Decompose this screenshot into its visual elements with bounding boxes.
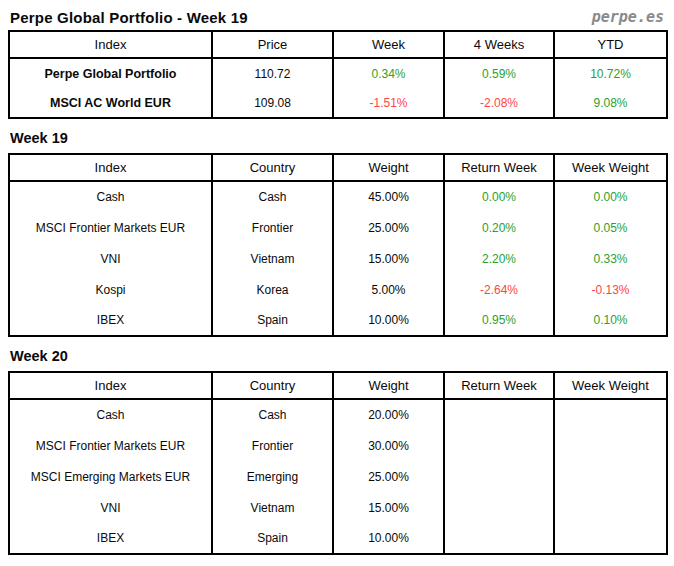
cell-week-weight — [554, 492, 667, 523]
cell-weight: 20.00% — [333, 399, 444, 430]
cell-return-week — [444, 461, 554, 492]
table-row: Kospi Korea 5.00% -2.64% -0.13% — [9, 274, 667, 305]
cell-price: 110.72 — [212, 58, 333, 88]
week20-header-week-weight: Week Weight — [554, 372, 667, 399]
cell-country: Korea — [212, 274, 333, 305]
table-row: IBEX Spain 10.00% 0.95% 0.10% — [9, 305, 667, 336]
summary-header-ytd: YTD — [554, 31, 667, 58]
cell-country: Spain — [212, 523, 333, 554]
cell-index: VNI — [9, 492, 212, 523]
cell-weight: 15.00% — [333, 492, 444, 523]
cell-week-weight: 0.33% — [554, 243, 667, 274]
table-row: Cash Cash 20.00% — [9, 399, 667, 430]
table-row: IBEX Spain 10.00% — [9, 523, 667, 554]
summary-header-index: Index — [9, 31, 212, 58]
cell-weight: 45.00% — [333, 181, 444, 212]
cell-week-weight: 0.05% — [554, 212, 667, 243]
summary-header-4weeks: 4 Weeks — [444, 31, 554, 58]
cell-price: 109.08 — [212, 88, 333, 118]
cell-country: Cash — [212, 399, 333, 430]
page-header: Perpe Global Portfolio - Week 19 perpe.e… — [8, 5, 666, 26]
report-page: Perpe Global Portfolio - Week 19 perpe.e… — [0, 0, 674, 555]
cell-index: MSCI Frontier Markets EUR — [9, 212, 212, 243]
week20-allocation-table: Index Country Weight Return Week Week We… — [8, 371, 668, 555]
week19-header-weight: Weight — [333, 154, 444, 181]
cell-index: Perpe Global Portfolio — [9, 58, 212, 88]
cell-return-week: 2.20% — [444, 243, 554, 274]
cell-week-weight — [554, 523, 667, 554]
table-row: MSCI Frontier Markets EUR Frontier 25.00… — [9, 212, 667, 243]
cell-week-weight — [554, 430, 667, 461]
cell-4weeks: -2.08% — [444, 88, 554, 118]
week20-header-row: Index Country Weight Return Week Week We… — [9, 372, 667, 399]
table-row: Cash Cash 45.00% 0.00% 0.00% — [9, 181, 667, 212]
cell-weight: 15.00% — [333, 243, 444, 274]
week19-header-return-week: Return Week — [444, 154, 554, 181]
cell-weight: 25.00% — [333, 212, 444, 243]
cell-country: Frontier — [212, 430, 333, 461]
cell-week-weight — [554, 461, 667, 492]
cell-week-weight: 0.10% — [554, 305, 667, 336]
cell-country: Emerging — [212, 461, 333, 492]
week19-header-week-weight: Week Weight — [554, 154, 667, 181]
cell-weight: 10.00% — [333, 305, 444, 336]
cell-index: MSCI Emerging Markets EUR — [9, 461, 212, 492]
week20-header-weight: Weight — [333, 372, 444, 399]
summary-header-row: Index Price Week 4 Weeks YTD — [9, 31, 667, 58]
cell-weight: 5.00% — [333, 274, 444, 305]
week20-heading: Week 20 — [8, 348, 666, 364]
cell-country: Vietnam — [212, 492, 333, 523]
cell-index: MSCI Frontier Markets EUR — [9, 430, 212, 461]
cell-week-weight: 0.00% — [554, 181, 667, 212]
portfolio-summary-table: Index Price Week 4 Weeks YTD Perpe Globa… — [8, 30, 668, 119]
cell-return-week: 0.00% — [444, 181, 554, 212]
cell-return-week — [444, 523, 554, 554]
cell-index: Cash — [9, 399, 212, 430]
table-row: MSCI AC World EUR 109.08 -1.51% -2.08% 9… — [9, 88, 667, 118]
week19-header-row: Index Country Weight Return Week Week We… — [9, 154, 667, 181]
cell-ytd: 10.72% — [554, 58, 667, 88]
cell-return-week: 0.20% — [444, 212, 554, 243]
table-row: MSCI Frontier Markets EUR Frontier 30.00… — [9, 430, 667, 461]
cell-4weeks: 0.59% — [444, 58, 554, 88]
cell-country: Cash — [212, 181, 333, 212]
cell-weight: 25.00% — [333, 461, 444, 492]
cell-week: 0.34% — [333, 58, 444, 88]
page-title: Perpe Global Portfolio - Week 19 — [8, 9, 248, 26]
cell-week-weight: -0.13% — [554, 274, 667, 305]
week20-header-return-week: Return Week — [444, 372, 554, 399]
cell-return-week — [444, 399, 554, 430]
table-row: MSCI Emerging Markets EUR Emerging 25.00… — [9, 461, 667, 492]
cell-week: -1.51% — [333, 88, 444, 118]
cell-week-weight — [554, 399, 667, 430]
cell-country: Spain — [212, 305, 333, 336]
cell-index: MSCI AC World EUR — [9, 88, 212, 118]
cell-return-week — [444, 430, 554, 461]
table-row: VNI Vietnam 15.00% — [9, 492, 667, 523]
cell-weight: 30.00% — [333, 430, 444, 461]
week20-header-country: Country — [212, 372, 333, 399]
week20-header-index: Index — [9, 372, 212, 399]
cell-index: VNI — [9, 243, 212, 274]
site-logo-link[interactable]: perpe.es — [592, 8, 666, 26]
table-row: Perpe Global Portfolio 110.72 0.34% 0.59… — [9, 58, 667, 88]
summary-header-price: Price — [212, 31, 333, 58]
cell-weight: 10.00% — [333, 523, 444, 554]
cell-index: Cash — [9, 181, 212, 212]
week19-heading: Week 19 — [8, 130, 666, 146]
cell-country: Frontier — [212, 212, 333, 243]
cell-return-week: 0.95% — [444, 305, 554, 336]
table-row: VNI Vietnam 15.00% 2.20% 0.33% — [9, 243, 667, 274]
week19-header-country: Country — [212, 154, 333, 181]
cell-return-week: -2.64% — [444, 274, 554, 305]
cell-country: Vietnam — [212, 243, 333, 274]
cell-return-week — [444, 492, 554, 523]
cell-index: Kospi — [9, 274, 212, 305]
cell-index: IBEX — [9, 305, 212, 336]
week19-allocation-table: Index Country Weight Return Week Week We… — [8, 153, 668, 337]
cell-index: IBEX — [9, 523, 212, 554]
summary-header-week: Week — [333, 31, 444, 58]
week19-header-index: Index — [9, 154, 212, 181]
cell-ytd: 9.08% — [554, 88, 667, 118]
